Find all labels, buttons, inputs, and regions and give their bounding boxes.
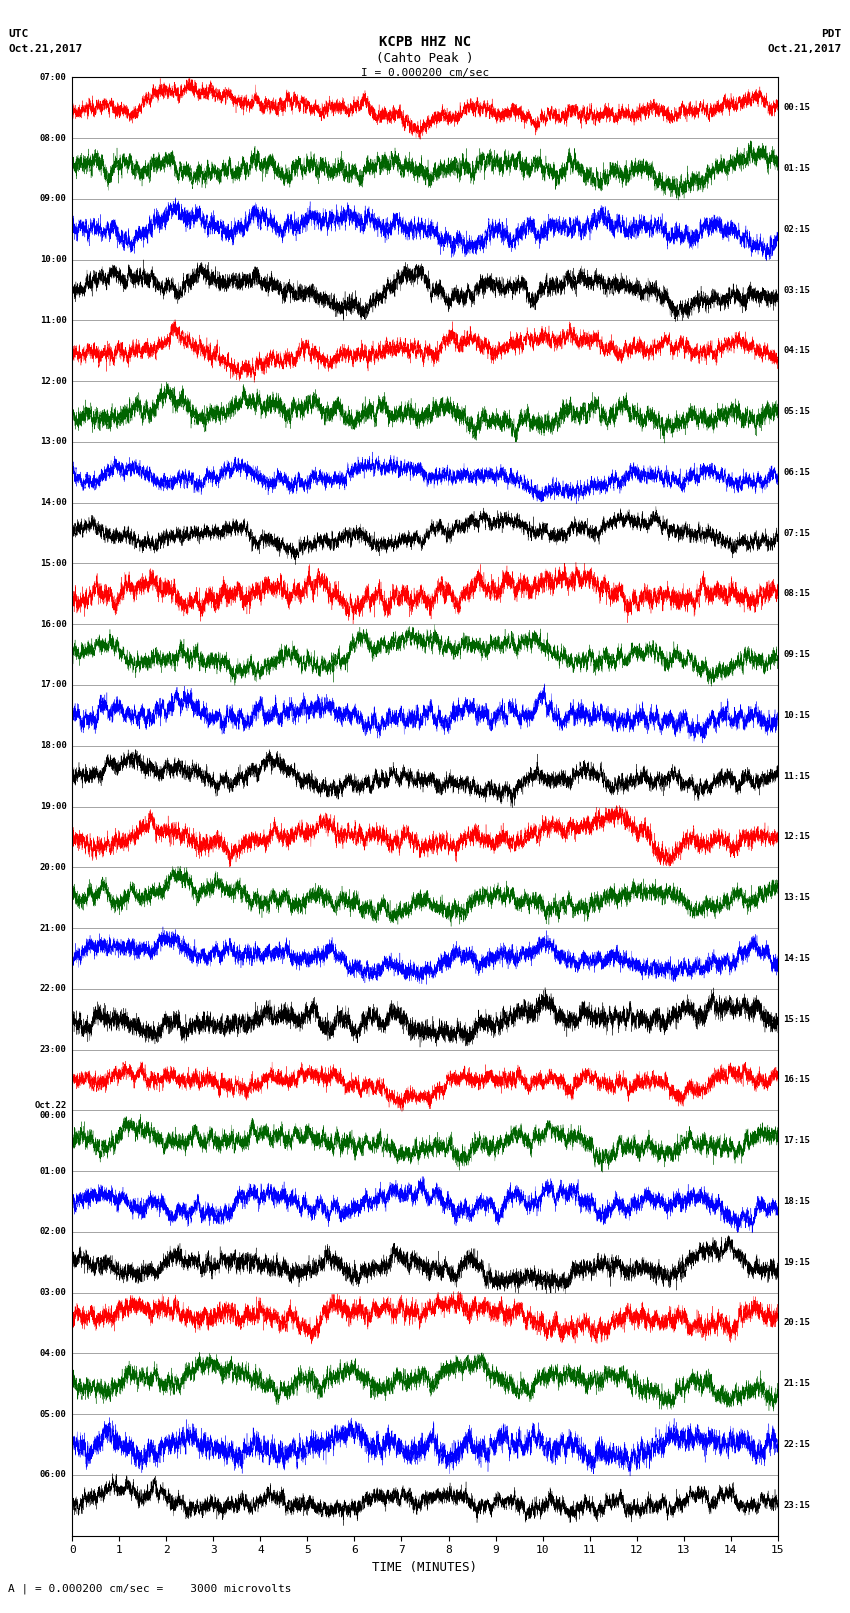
Text: 10:00: 10:00 [40, 255, 66, 265]
Text: 18:15: 18:15 [784, 1197, 810, 1207]
Text: 09:15: 09:15 [784, 650, 810, 660]
Text: 20:00: 20:00 [40, 863, 66, 871]
Text: 17:15: 17:15 [784, 1136, 810, 1145]
Text: 21:15: 21:15 [784, 1379, 810, 1389]
Text: 22:15: 22:15 [784, 1440, 810, 1448]
Text: 15:00: 15:00 [40, 560, 66, 568]
Text: 06:15: 06:15 [784, 468, 810, 477]
Text: 23:15: 23:15 [784, 1500, 810, 1510]
Text: 02:00: 02:00 [40, 1227, 66, 1236]
Text: 03:15: 03:15 [784, 286, 810, 295]
Text: PDT: PDT [821, 29, 842, 39]
Text: 17:00: 17:00 [40, 681, 66, 689]
Text: 08:15: 08:15 [784, 589, 810, 598]
Text: 12:00: 12:00 [40, 377, 66, 386]
Text: 14:00: 14:00 [40, 498, 66, 506]
Text: 13:15: 13:15 [784, 894, 810, 902]
Text: 14:15: 14:15 [784, 953, 810, 963]
Text: 20:15: 20:15 [784, 1318, 810, 1327]
Text: 19:15: 19:15 [784, 1258, 810, 1266]
Text: 01:15: 01:15 [784, 165, 810, 173]
Text: 05:00: 05:00 [40, 1410, 66, 1418]
Text: 07:15: 07:15 [784, 529, 810, 537]
Text: Oct.21,2017: Oct.21,2017 [768, 44, 842, 53]
Text: 02:15: 02:15 [784, 224, 810, 234]
Text: 05:15: 05:15 [784, 406, 810, 416]
Text: 16:15: 16:15 [784, 1076, 810, 1084]
Text: 19:00: 19:00 [40, 802, 66, 811]
Text: KCPB HHZ NC: KCPB HHZ NC [379, 35, 471, 50]
Text: 15:15: 15:15 [784, 1015, 810, 1024]
Text: 11:00: 11:00 [40, 316, 66, 324]
Text: 10:15: 10:15 [784, 711, 810, 719]
Text: Oct.21,2017: Oct.21,2017 [8, 44, 82, 53]
Text: 07:00: 07:00 [40, 73, 66, 82]
Text: 16:00: 16:00 [40, 619, 66, 629]
Text: 23:00: 23:00 [40, 1045, 66, 1053]
Text: 22:00: 22:00 [40, 984, 66, 994]
Text: 03:00: 03:00 [40, 1289, 66, 1297]
Text: A | = 0.000200 cm/sec =    3000 microvolts: A | = 0.000200 cm/sec = 3000 microvolts [8, 1582, 292, 1594]
Text: Oct.22
00:00: Oct.22 00:00 [34, 1100, 66, 1119]
Text: 01:00: 01:00 [40, 1166, 66, 1176]
Text: UTC: UTC [8, 29, 29, 39]
Text: 12:15: 12:15 [784, 832, 810, 842]
Text: 04:00: 04:00 [40, 1348, 66, 1358]
Text: 18:00: 18:00 [40, 742, 66, 750]
Text: 09:00: 09:00 [40, 195, 66, 203]
Text: (Cahto Peak ): (Cahto Peak ) [377, 52, 473, 65]
Text: I = 0.000200 cm/sec: I = 0.000200 cm/sec [361, 68, 489, 77]
Text: 04:15: 04:15 [784, 347, 810, 355]
Text: 08:00: 08:00 [40, 134, 66, 142]
Text: 21:00: 21:00 [40, 924, 66, 932]
Text: 11:15: 11:15 [784, 771, 810, 781]
X-axis label: TIME (MINUTES): TIME (MINUTES) [372, 1561, 478, 1574]
Text: 13:00: 13:00 [40, 437, 66, 447]
Text: 06:00: 06:00 [40, 1471, 66, 1479]
Text: 00:15: 00:15 [784, 103, 810, 113]
